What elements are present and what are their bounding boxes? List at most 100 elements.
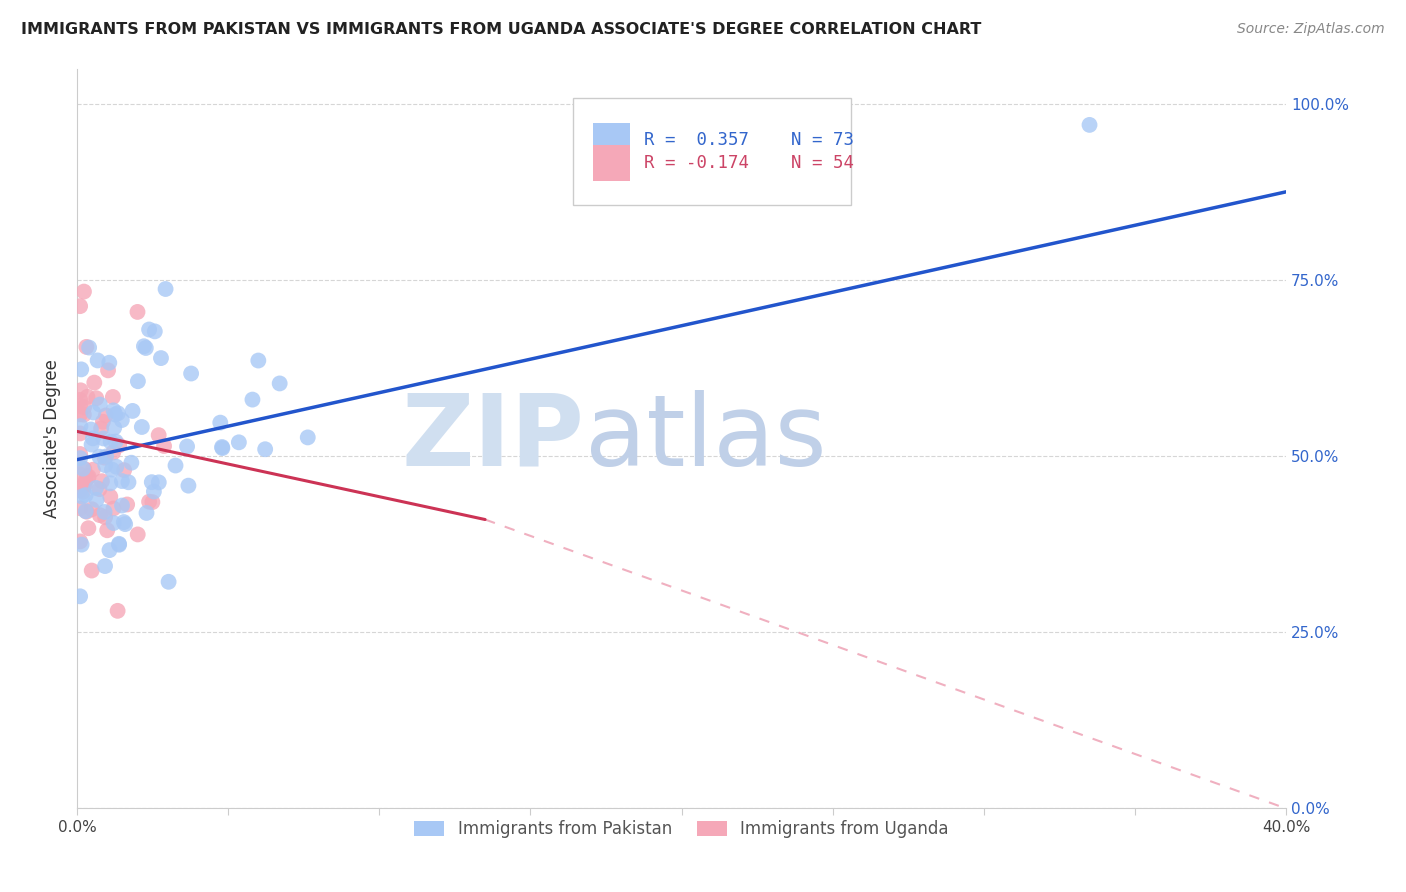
Point (107, 604, 129, 618)
Point (69, 408, 91, 422)
Point (69, 501, 91, 516)
Point (69, 534, 91, 549)
Text: R = -0.174    N = 54: R = -0.174 N = 54 (644, 154, 853, 172)
Point (138, 322, 160, 336)
Point (73, 408, 96, 422)
Point (103, 516, 125, 530)
Text: atlas: atlas (585, 390, 827, 487)
Point (89, 508, 111, 523)
Point (86, 492, 108, 507)
Point (114, 517, 136, 532)
Point (80, 437, 103, 451)
Point (148, 428, 170, 442)
Point (98, 543, 121, 558)
Point (84, 481, 107, 495)
Point (155, 282, 177, 296)
Point (112, 515, 135, 529)
Point (127, 527, 149, 541)
Point (94, 510, 117, 524)
Point (69, 399, 91, 413)
Point (127, 374, 149, 388)
Point (89, 450, 111, 464)
Point (242, 392, 264, 407)
Point (73, 462, 96, 476)
Point (97, 363, 120, 377)
Point (90, 474, 112, 488)
Point (73, 401, 96, 415)
Point (120, 456, 142, 470)
Point (121, 404, 143, 418)
Point (176, 440, 198, 454)
Bar (593, 145, 630, 181)
Point (69, 392, 91, 407)
Point (111, 474, 134, 488)
Point (75, 488, 97, 502)
Point (157, 574, 180, 589)
Point (247, 353, 270, 368)
Point (69, 451, 91, 466)
Point (132, 339, 155, 353)
Point (70, 538, 93, 552)
Point (209, 416, 232, 430)
Point (89, 398, 111, 412)
Point (82, 431, 104, 445)
Point (69, 467, 91, 482)
Point (108, 537, 131, 551)
Point (82, 463, 104, 477)
Point (84, 391, 107, 405)
Point (117, 475, 139, 490)
Point (76, 471, 98, 485)
Point (105, 459, 128, 474)
Point (69, 590, 91, 604)
Point (70, 490, 93, 504)
Point (211, 440, 233, 454)
Point (103, 420, 125, 434)
Point (127, 305, 149, 319)
Point (135, 506, 157, 520)
Point (149, 351, 172, 365)
Point (69, 384, 91, 398)
Point (75, 504, 97, 518)
Point (73, 285, 96, 299)
Point (72, 461, 94, 475)
Point (104, 408, 127, 422)
Point (94, 450, 117, 464)
Point (94, 458, 117, 473)
Point (153, 439, 176, 453)
Point (72, 479, 94, 493)
Text: IMMIGRANTS FROM PAKISTAN VS IMMIGRANTS FROM UGANDA ASSOCIATE'S DEGREE CORRELATIO: IMMIGRANTS FROM PAKISTAN VS IMMIGRANTS F… (21, 22, 981, 37)
Point (135, 341, 157, 355)
Point (94, 409, 117, 423)
Point (111, 413, 134, 427)
Point (73, 478, 96, 492)
Point (254, 442, 277, 457)
FancyBboxPatch shape (572, 98, 851, 205)
Point (98, 356, 121, 370)
Point (142, 484, 165, 499)
Point (76, 390, 98, 404)
Point (93, 432, 115, 446)
Point (96, 523, 118, 537)
Point (91, 415, 114, 429)
Point (104, 434, 127, 449)
Point (72, 484, 94, 499)
Point (107, 406, 129, 420)
Point (269, 376, 291, 391)
Point (115, 498, 138, 512)
Point (93, 450, 115, 465)
Point (141, 475, 163, 490)
Point (69, 299, 91, 313)
Y-axis label: Associate's Degree: Associate's Degree (44, 359, 60, 518)
Legend: Immigrants from Pakistan, Immigrants from Uganda: Immigrants from Pakistan, Immigrants fro… (408, 814, 956, 845)
Point (165, 458, 187, 473)
Point (69, 483, 91, 497)
Bar (593, 122, 630, 158)
Point (108, 438, 131, 452)
Point (228, 435, 250, 450)
Point (86, 353, 108, 368)
Point (143, 324, 166, 338)
Point (103, 445, 125, 459)
Point (93, 505, 115, 519)
Text: R =  0.357    N = 73: R = 0.357 N = 73 (644, 131, 853, 149)
Point (211, 441, 233, 455)
